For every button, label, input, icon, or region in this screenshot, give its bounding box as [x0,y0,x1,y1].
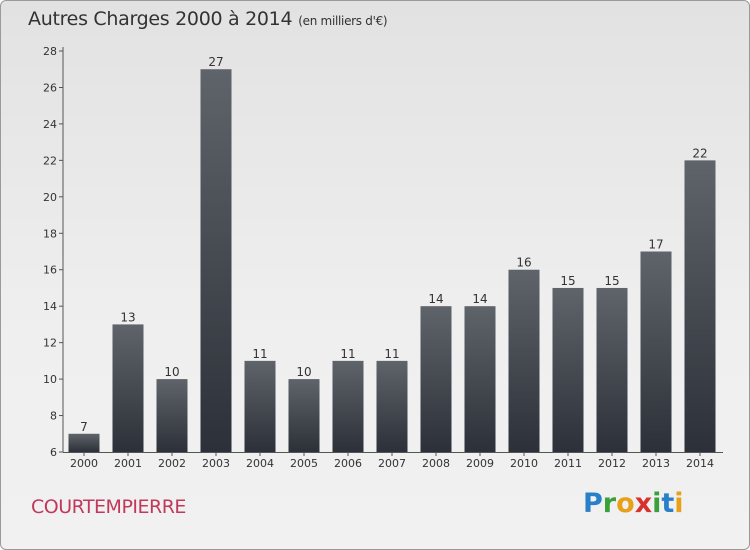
x-tick-label: 2011 [554,457,582,470]
bars: 7 13 10 27 11 10 11 11 14 14 16 15 15 17 22 [68,55,716,453]
bar [244,360,276,452]
logo-letter: r [602,488,617,519]
y-tick-label: 20 [43,191,57,204]
x-tick-label: 2004 [246,457,274,470]
data-label: 15 [604,274,619,288]
data-label: 10 [296,365,311,379]
chart-title-block: Autres Charges 2000 à 2014 (en milliers d… [28,8,388,30]
data-label: 15 [560,274,575,288]
y-tick-label: 12 [43,337,57,350]
x-tick-label: 2002 [158,457,186,470]
y-tick-label: 22 [43,154,57,167]
x-tick-label: 2008 [422,457,450,470]
commune-name: COURTEMPIERRE [31,496,186,518]
axes: 6 8 10 12 14 16 18 20 22 24 26 28 2000 2001 2002 2003 20… [43,45,723,470]
data-label: 13 [120,310,135,324]
x-tick-label: 2007 [378,457,406,470]
bar [200,69,232,453]
bar [684,160,716,452]
data-label: 22 [692,146,707,160]
x-tick-label: 2000 [70,457,98,470]
y-tick-label: 10 [43,373,57,386]
data-label: 27 [208,55,223,69]
data-label: 17 [648,238,663,252]
data-label: 11 [384,347,399,361]
bar [68,433,100,452]
bar [376,360,408,452]
y-tick-label: 26 [43,81,57,94]
data-label: 14 [472,292,487,306]
logo-letter: t [661,488,675,519]
bar [156,379,188,452]
x-tick-label: 2014 [686,457,714,470]
x-tick-label: 2012 [598,457,626,470]
y-tick-label: 18 [43,227,57,240]
data-label: 11 [340,347,355,361]
y-tick-label: 24 [43,118,57,131]
data-label: 16 [516,256,531,270]
bar [332,360,364,452]
y-tick-label: 16 [43,264,57,277]
data-label: 10 [164,365,179,379]
proxiti-logo[interactable]: Proxiti [583,488,684,519]
x-tick-label: 2013 [642,457,670,470]
y-tick-label: 14 [43,300,57,313]
logo-letter: i [674,488,684,519]
data-label: 7 [80,420,88,434]
logo-letter: o [616,488,635,519]
bar [640,251,672,452]
y-tick-label: 6 [50,446,57,459]
logo-letter: i [652,488,662,519]
logo-letter: x [634,488,653,519]
x-tick-label: 2005 [290,457,318,470]
y-tick-label: 8 [50,410,57,423]
x-tick-label: 2009 [466,457,494,470]
y-tick-label: 28 [43,45,57,58]
chart-subtitle: (en milliers d'€) [298,14,388,28]
x-tick-label: 2006 [334,457,362,470]
bar [508,269,540,452]
data-label: 11 [252,347,267,361]
bar [552,287,584,452]
data-label: 14 [428,292,443,306]
logo-letter: P [583,488,603,519]
bar [464,306,496,452]
x-tick-label: 2001 [114,457,142,470]
x-tick-label: 2010 [510,457,538,470]
bar [420,306,452,452]
x-tick-label: 2003 [202,457,230,470]
bar [596,287,628,452]
bar [112,324,144,452]
bar [288,379,320,452]
chart-title: Autres Charges 2000 à 2014 [28,8,293,30]
